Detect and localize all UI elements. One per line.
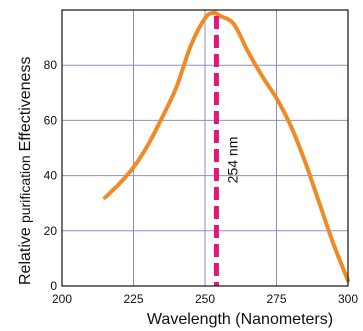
reference-layer: 254 nm: [213, 16, 240, 286]
series-layer: [102, 10, 350, 283]
y-tick-label: 20: [44, 224, 58, 238]
x-tick-label: 200: [52, 292, 72, 306]
y-tick-label: 60: [44, 113, 58, 127]
grid: [62, 10, 348, 286]
y-axis-label-suffix: Effectiveness: [17, 57, 34, 152]
y-axis-label: Relative purification Effectiveness: [17, 57, 34, 285]
reference-line-label: 254 nm: [224, 137, 240, 184]
y-tick-label: 0: [50, 279, 57, 293]
x-axis-label: Wavelength (Nanometers): [147, 311, 333, 328]
y-tick-label: 40: [44, 169, 58, 183]
x-tick-label: 275: [266, 292, 286, 306]
x-tick-label: 250: [195, 292, 215, 306]
tick-labels: 200 225 250 275 300 0 20 40 60 80: [44, 58, 359, 306]
y-axis-label-prefix: Relative: [17, 227, 34, 285]
y-axis-label-middle: purification: [17, 151, 33, 223]
x-tick-label: 300: [338, 292, 358, 306]
x-tick-label: 225: [123, 292, 143, 306]
plot-frame: [61, 9, 349, 287]
y-tick-label: 80: [44, 58, 58, 72]
effectiveness-curve: [102, 10, 350, 283]
